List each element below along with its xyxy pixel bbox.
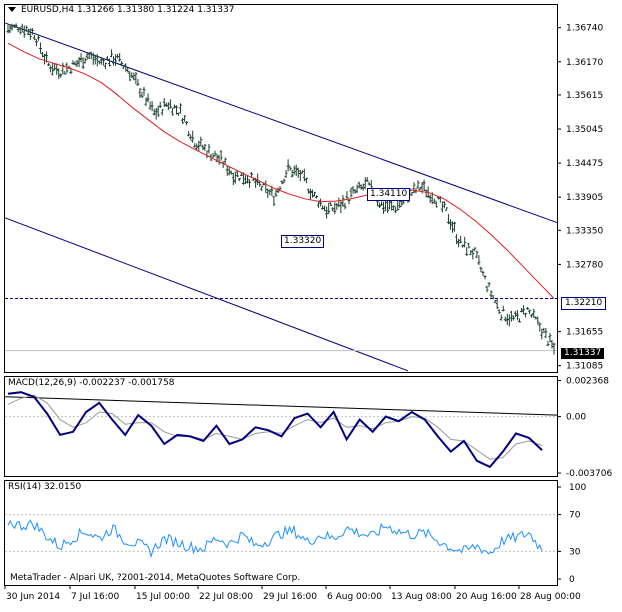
x-tick-label: 15 Jul 00:00 — [136, 592, 190, 602]
y-tick-label: 1.36170 — [566, 58, 603, 68]
y-tick-label: 1.31655 — [566, 328, 603, 338]
y-tick-label: 1.36740 — [566, 24, 603, 34]
x-tick-label: 13 Aug 08:00 — [391, 592, 452, 602]
high-annotation-tag: 1.34110 — [367, 188, 411, 201]
macd-y-tick-label: 0.00 — [566, 413, 586, 423]
low-annotation-tag: 1.33320 — [281, 235, 325, 248]
chart-header: EURUSD,H4 1.31266 1.31380 1.31224 1.3133… — [8, 5, 234, 16]
axis-layer: 1.36740 1.36170 1.35615 1.35045 1.34475 1.339… — [4, 24, 612, 602]
macd-y-tick-label: 0.002368 — [566, 377, 609, 387]
y-tick-label: 1.34475 — [566, 159, 603, 169]
rsi-header: RSI(14) 32.0150 — [8, 482, 82, 492]
rsi-y-tick-label: 100 — [569, 483, 586, 493]
rsi-y-tick-label: 30 — [569, 547, 581, 557]
macd-header: MACD(12,26,9) -0.002237 -0.001758 — [8, 378, 175, 388]
rsi-y-tick-label: 0 — [569, 575, 575, 585]
rsi-panel-frame — [4, 480, 558, 586]
y-tick-label: 1.32780 — [566, 260, 603, 270]
x-tick-label: 7 Jul 16:00 — [71, 592, 120, 602]
level-price-tag: 1.32210 — [561, 297, 607, 310]
x-tick-label: 20 Aug 16:00 — [456, 592, 517, 602]
y-tick-label: 1.33905 — [566, 193, 603, 203]
x-tick-label: 28 Aug 00:00 — [520, 592, 581, 602]
macd-layer — [4, 391, 558, 469]
channel-lower-line — [4, 217, 409, 372]
rsi-y-tick-label: 70 — [569, 511, 581, 521]
y-tick-label: 1.31085 — [566, 362, 603, 372]
x-tick-label: 29 Jul 16:00 — [263, 592, 317, 602]
rsi-layer — [5, 514, 557, 559]
current-price-tag: 1.31337 — [561, 348, 605, 359]
copyright-footer: MetaTrader - Alpari UK, ?2001-2014, Meta… — [10, 573, 301, 583]
moving-average-line — [7, 42, 555, 299]
symbol-ohlc-label: EURUSD,H4 1.31266 1.31380 1.31224 1.3133… — [21, 5, 235, 15]
y-tick-label: 1.35045 — [566, 125, 603, 135]
y-tick-label: 1.33350 — [566, 226, 603, 236]
y-tick-label: 1.35615 — [566, 91, 603, 101]
x-tick-label: 30 Jun 2014 — [6, 592, 60, 602]
triangle-down-icon[interactable] — [8, 7, 16, 12]
macd-main-line — [7, 391, 543, 469]
macd-panel-frame — [4, 376, 558, 477]
x-tick-label: 6 Aug 00:00 — [327, 592, 382, 602]
price-bars — [6, 23, 556, 355]
main-price-layer — [4, 22, 558, 372]
macd-y-tick-label: -0.003706 — [566, 469, 612, 479]
x-tick-label: 22 Jul 08:00 — [199, 592, 253, 602]
macd-trendline — [4, 396, 558, 416]
rsi-line — [7, 519, 543, 559]
